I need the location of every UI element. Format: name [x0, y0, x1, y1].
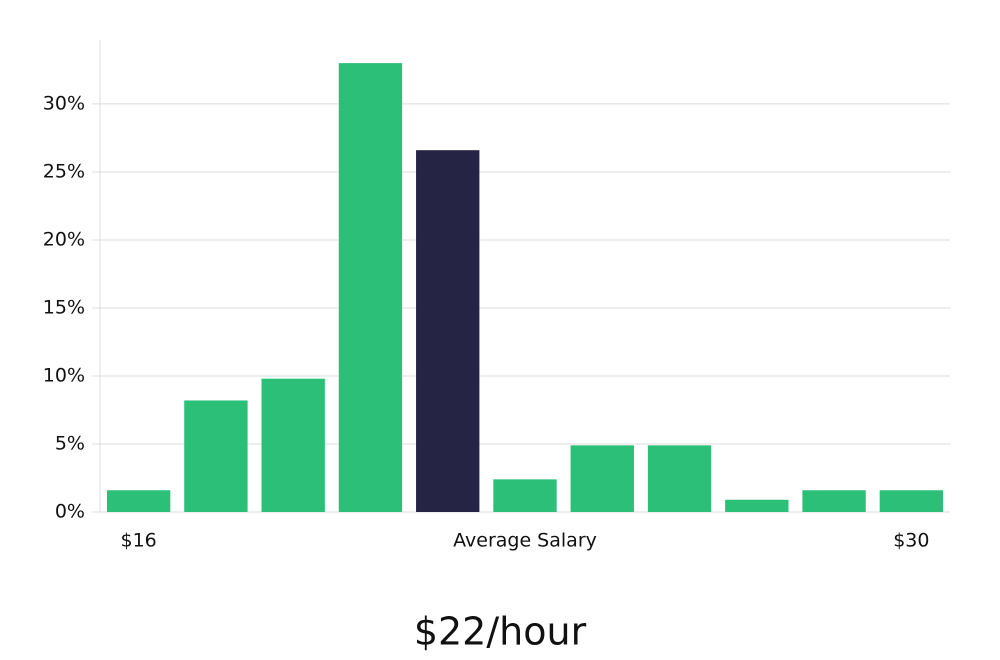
y-tick-label: 10% — [43, 364, 85, 386]
bar — [493, 479, 557, 512]
bar — [802, 490, 866, 512]
bar — [261, 378, 325, 512]
x-tick-label: $16 — [121, 530, 157, 552]
bar — [416, 150, 480, 512]
y-tick-label: 15% — [43, 296, 85, 318]
bar — [338, 63, 403, 512]
bar — [570, 445, 634, 512]
y-tick-label: 5% — [55, 432, 85, 454]
x-tick-label: Average Salary — [453, 530, 597, 552]
bar — [184, 400, 248, 512]
x-tick-label: $30 — [893, 530, 929, 552]
y-tick-label: 30% — [43, 92, 85, 114]
bar — [725, 499, 789, 512]
bar — [647, 445, 712, 512]
bar — [879, 490, 944, 512]
bar — [106, 490, 171, 512]
y-tick-label: 25% — [43, 160, 85, 182]
y-tick-label: 20% — [43, 228, 85, 250]
y-tick-label: 0% — [55, 501, 85, 523]
chart-subtitle: $22/hour — [414, 610, 587, 654]
